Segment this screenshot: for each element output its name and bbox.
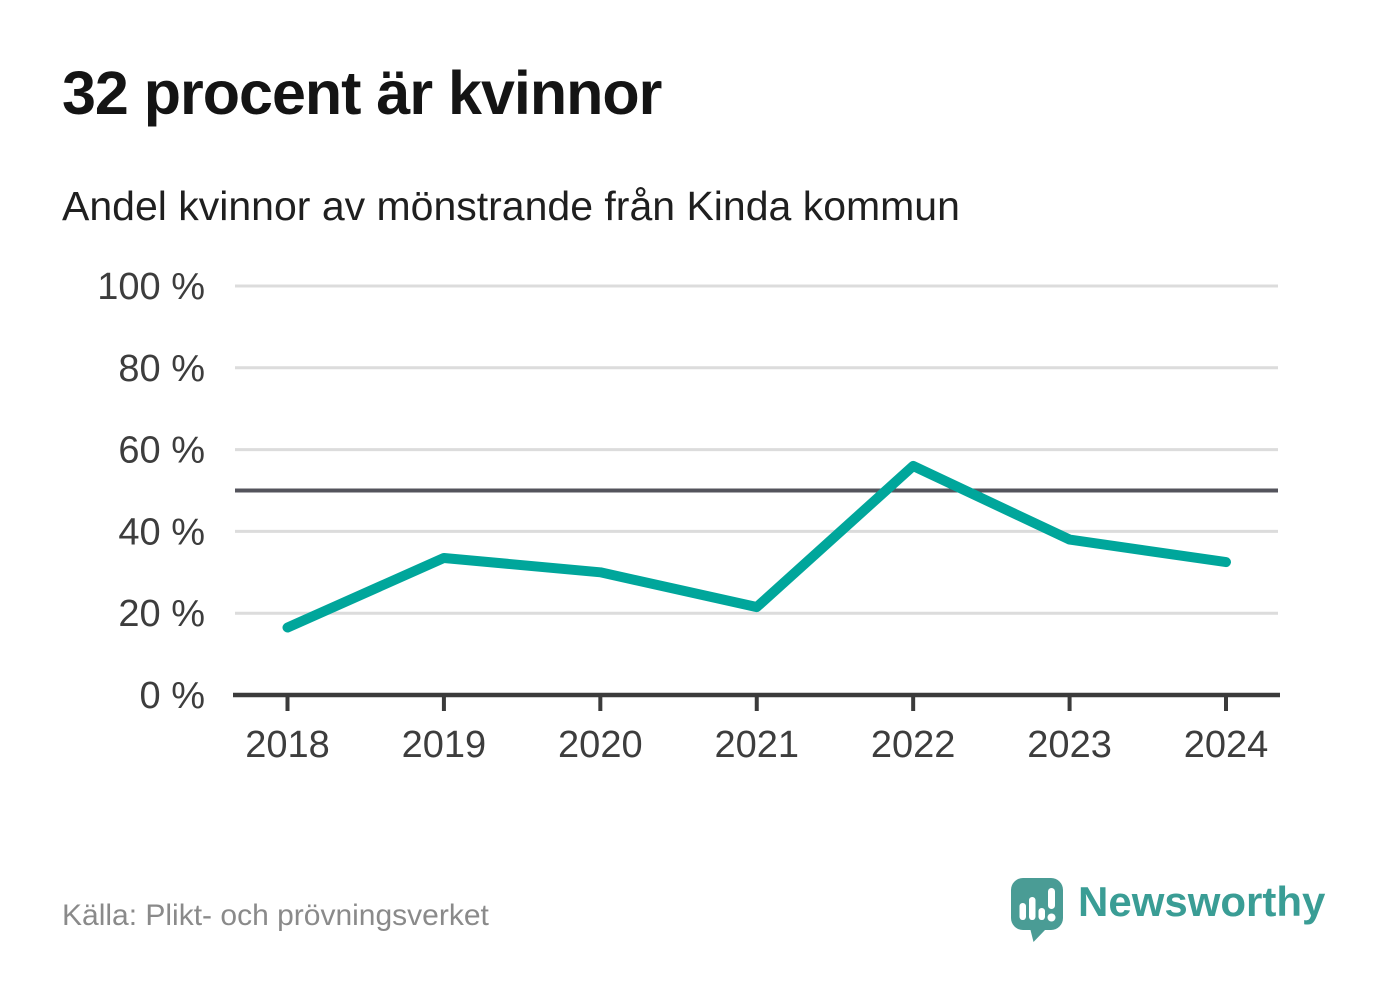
x-tick-label: 2023 [1027,724,1112,766]
exclamation-bar [1048,888,1055,909]
gridlines [235,284,1278,615]
x-tick-label: 2019 [402,724,487,766]
bubble-shape [1011,878,1063,942]
x-tick-label: 2018 [245,724,330,766]
newsworthy-logo: Newsworthy [1011,878,1325,942]
newsworthy-speech-bubble-icon [1011,878,1063,942]
y-tick-label: 20 % [118,593,205,635]
x-tick-label: 2020 [558,724,643,766]
source-note: Källa: Plikt- och prövningsverket [62,899,489,932]
x-tick-label: 2021 [714,724,799,766]
bar-chart-glyph [1019,888,1056,922]
x-tick-label: 2024 [1184,724,1269,766]
data-line [282,460,1231,633]
x-axis [233,692,1280,711]
x-axis-labels: 2018 2019 2020 2021 2022 2023 2024 [245,724,1268,766]
newsworthy-wordmark: Newsworthy [1078,878,1326,925]
y-tick-label: 40 % [118,511,205,553]
data-series [282,460,1231,633]
y-tick-label: 60 % [118,430,205,472]
chart-subtitle: Andel kvinnor av mönstrande från Kinda k… [62,183,960,229]
y-tick-label: 80 % [118,348,205,390]
x-tick-label: 2022 [871,724,956,766]
exclamation-dot [1047,913,1056,922]
page-title: 32 procent är kvinnor [62,59,662,127]
y-tick-label: 0 % [140,675,205,717]
y-axis-labels: 0 % 20 % 40 % 60 % 80 % 100 % [97,266,205,717]
y-tick-label: 100 % [97,266,205,308]
